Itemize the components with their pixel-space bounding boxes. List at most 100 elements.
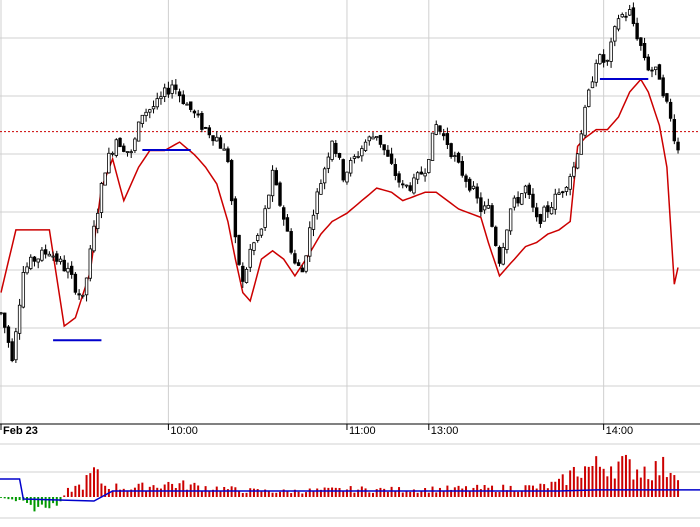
candle-body: [140, 114, 145, 124]
candle: [523, 184, 528, 199]
candle: [572, 161, 576, 179]
volume-bar: [424, 488, 427, 497]
candle-body: [654, 66, 658, 71]
candle: [293, 249, 297, 265]
candlestick-series: [0, 2, 680, 364]
volume-bar: [554, 481, 557, 497]
candle-body: [378, 134, 383, 145]
candle: [118, 137, 122, 148]
candle: [501, 242, 505, 266]
volume-bar: [148, 486, 151, 497]
candle-body: [497, 246, 502, 264]
candle: [538, 213, 543, 228]
candle-body: [229, 160, 234, 202]
volume-bar: [70, 491, 73, 497]
candle-body: [482, 205, 487, 211]
candle: [3, 312, 7, 334]
candle-body: [386, 149, 390, 157]
x-tick-label: Feb 23: [3, 425, 38, 437]
candle: [133, 137, 137, 153]
candle-body: [278, 182, 282, 206]
moving-average-line: [0, 78, 679, 328]
candle: [43, 244, 48, 259]
candle: [148, 108, 152, 119]
candle: [575, 153, 580, 170]
volume-bar: [290, 493, 293, 497]
candle-body: [587, 89, 591, 107]
volume-bar: [598, 466, 601, 497]
candle: [319, 179, 323, 195]
candle: [92, 220, 96, 253]
volume-bar: [122, 488, 125, 497]
candle: [613, 25, 617, 47]
candle: [155, 92, 159, 110]
candle-body: [363, 141, 368, 151]
candle-body: [464, 175, 468, 182]
candle-body: [81, 294, 85, 297]
candle: [650, 66, 654, 78]
volume-bar: [639, 477, 642, 497]
candle-body: [590, 81, 595, 89]
candle-body: [568, 176, 572, 190]
volume-bar: [654, 461, 657, 497]
volume-panel: [0, 454, 700, 512]
candle: [62, 255, 66, 272]
candle-body: [427, 159, 431, 173]
candle: [587, 88, 591, 108]
candle-body: [270, 169, 275, 197]
volume-bar: [14, 497, 17, 502]
volume-bar: [658, 475, 661, 497]
candle-body: [382, 144, 386, 151]
volume-bar: [312, 490, 315, 497]
candle-body: [36, 258, 40, 263]
candle: [415, 171, 420, 185]
x-tick-label: 14:00: [606, 425, 634, 437]
candle: [482, 201, 487, 214]
candle: [140, 114, 145, 128]
volume-bar: [602, 468, 605, 497]
volume-bar: [494, 491, 497, 497]
candle: [103, 172, 107, 186]
candle-body: [408, 185, 412, 191]
candle: [196, 109, 200, 118]
time-axis: Feb 23 10:00 11:00 13:00 14:00: [0, 424, 634, 437]
candle-body: [605, 59, 610, 62]
candle-body: [471, 185, 476, 189]
candle-body: [631, 7, 636, 25]
candle: [348, 157, 353, 177]
candle-body: [453, 155, 457, 157]
volume-bar: [219, 491, 222, 497]
volume-bar: [85, 475, 88, 497]
candle-body: [501, 246, 505, 265]
volume-bar: [520, 490, 523, 497]
candle-body: [62, 259, 66, 272]
volume-bar: [279, 491, 281, 497]
volume-bar: [372, 492, 374, 497]
volume-bar: [81, 489, 84, 497]
candle-body: [508, 208, 513, 232]
candle-body: [579, 133, 584, 155]
candle-body: [609, 41, 613, 62]
candle-body: [17, 304, 22, 334]
candle-body: [43, 249, 48, 255]
volume-bar: [130, 489, 133, 497]
candle: [189, 101, 193, 113]
candle-body: [211, 135, 215, 142]
candle-body: [29, 256, 33, 269]
volume-bar: [468, 490, 471, 497]
candle-body: [665, 93, 669, 102]
candle-body: [456, 152, 461, 163]
volume-bar: [546, 488, 549, 497]
candle: [36, 258, 40, 269]
candle-body: [549, 206, 554, 215]
candle-body: [6, 326, 11, 343]
candle: [497, 245, 502, 267]
candle: [337, 152, 342, 160]
candle-body: [103, 172, 107, 186]
volume-bar: [59, 497, 62, 502]
candle-body: [553, 193, 557, 210]
volume-bar: [301, 493, 304, 497]
candle-body: [468, 178, 472, 191]
volume-bar: [450, 489, 453, 497]
